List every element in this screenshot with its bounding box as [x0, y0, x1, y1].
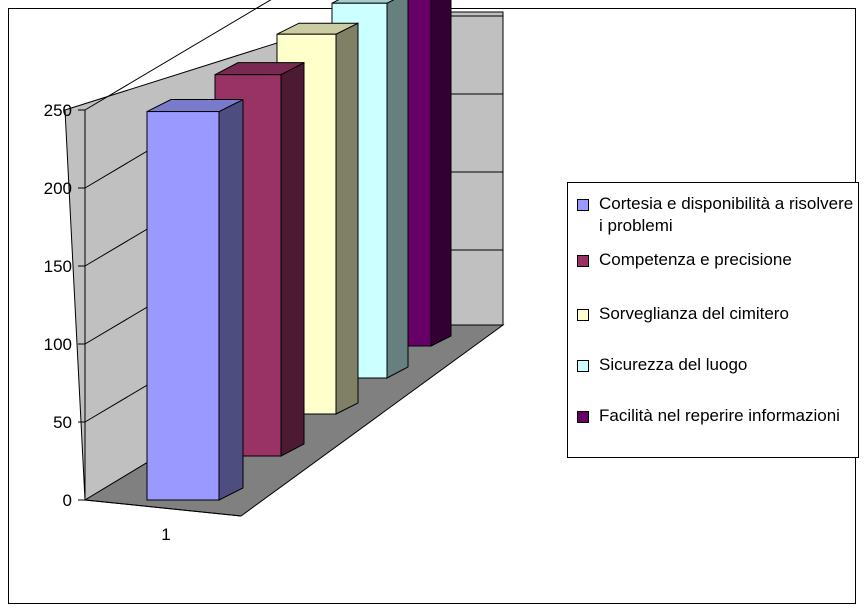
bar-side — [386, 0, 409, 379]
value-axis-ticks: 0 50 100 150 200 250 — [44, 101, 85, 510]
legend-item: Competenza e precisione — [568, 249, 858, 293]
y-tick-label: 200 — [44, 179, 72, 198]
legend-swatch — [577, 309, 589, 321]
value-axis — [84, 110, 242, 517]
bar-front — [146, 111, 220, 501]
y-tick-label: 0 — [63, 491, 72, 510]
gridline — [84, 0, 272, 111]
bar-side — [218, 98, 244, 501]
bar — [146, 98, 244, 501]
legend-swatch — [577, 360, 589, 372]
legend: Cortesia e disponibilità a risolvere i p… — [567, 182, 859, 458]
legend-swatch — [577, 411, 589, 423]
legend-item: Cortesia e disponibilità a risolvere i p… — [568, 193, 858, 237]
legend-item: Facilità nel reperire informazioni — [568, 405, 858, 449]
legend-swatch — [577, 255, 589, 267]
y-tick-label: 250 — [44, 101, 72, 120]
legend-swatch — [577, 199, 589, 211]
y-tick-label: 100 — [44, 335, 72, 354]
y-tick-label: 50 — [53, 413, 72, 432]
bars — [146, 0, 452, 501]
category-axis-line — [84, 499, 242, 517]
bar-side — [280, 61, 305, 457]
legend-label: Sorveglianza del cimitero — [599, 304, 789, 323]
bar-side — [430, 0, 452, 347]
legend-item: Sicurezza del luogo — [568, 354, 858, 398]
y-tick-label: 150 — [44, 257, 72, 276]
bar-side — [335, 22, 359, 415]
category-label: 1 — [161, 525, 170, 544]
legend-label: Facilità nel reperire informazioni — [599, 406, 840, 425]
legend-item: Sorveglianza del cimitero — [568, 303, 858, 347]
legend-label: Sicurezza del luogo — [599, 355, 748, 374]
bar — [331, 0, 409, 379]
legend-label: Cortesia e disponibilità a risolvere i p… — [599, 194, 854, 235]
legend-label: Competenza e precisione — [599, 250, 792, 269]
